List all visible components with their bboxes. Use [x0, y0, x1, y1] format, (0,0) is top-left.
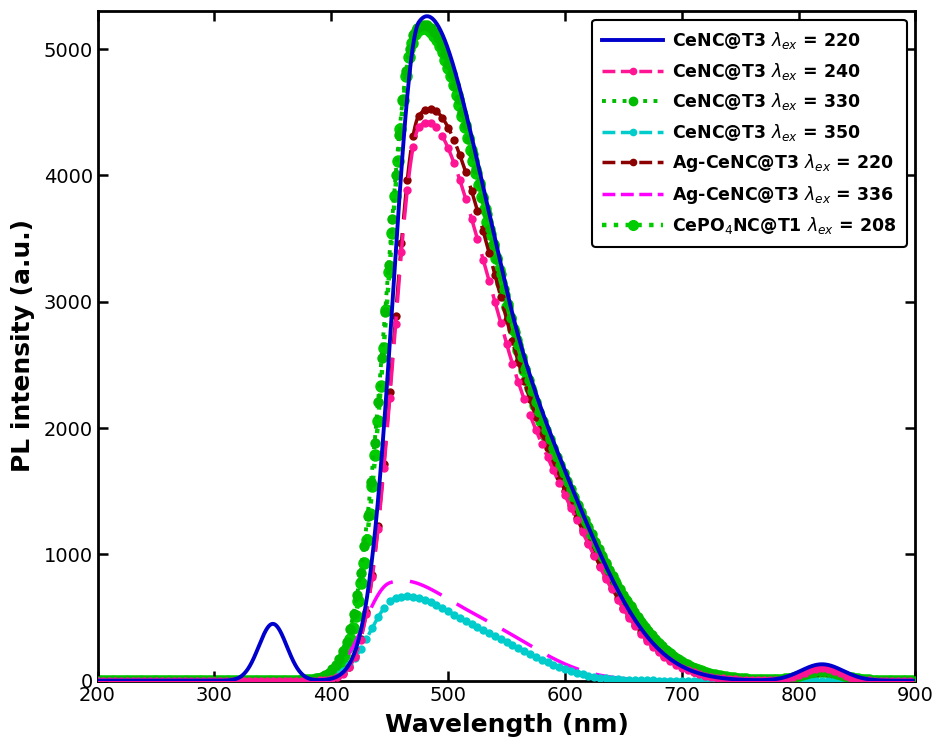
Legend: CeNC@T3 $\lambda_{ex}$ = 220, CeNC@T3 $\lambda_{ex}$ = 240, CeNC@T3 $\lambda_{ex: CeNC@T3 $\lambda_{ex}$ = 220, CeNC@T3 $\… [592, 19, 906, 247]
X-axis label: Wavelength (nm): Wavelength (nm) [384, 713, 628, 737]
Y-axis label: PL intensity (a.u.): PL intensity (a.u.) [11, 219, 35, 473]
